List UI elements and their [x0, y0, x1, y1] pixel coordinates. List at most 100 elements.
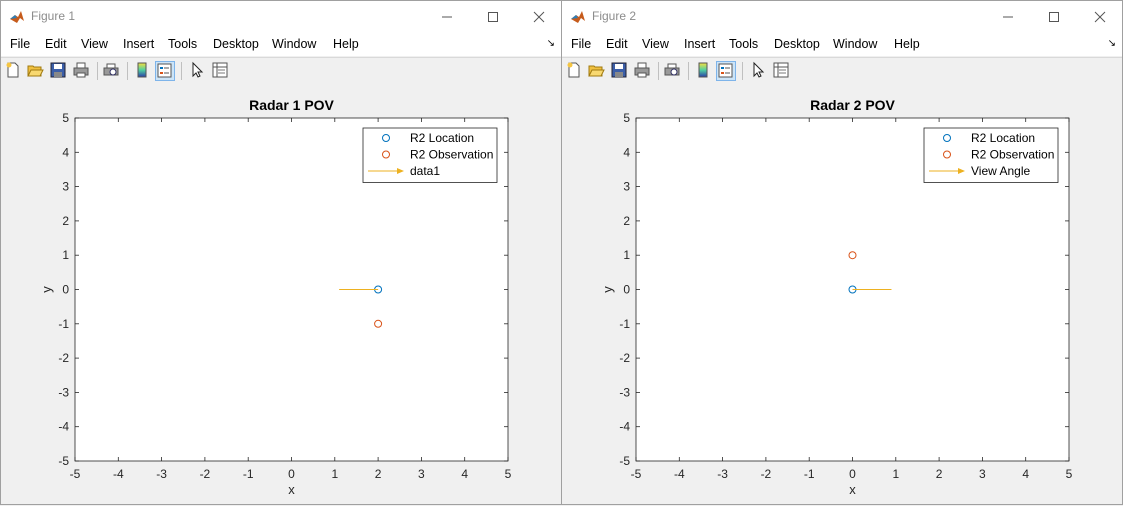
title-bar[interactable]: Figure 2: [562, 1, 1122, 32]
y-tick-label: 3: [62, 180, 69, 194]
title-bar[interactable]: Figure 1: [1, 1, 561, 32]
menu-window[interactable]: Window: [272, 37, 317, 51]
colorbar-button[interactable]: [133, 61, 153, 81]
figure-toolbar: [562, 57, 1122, 86]
matlab-logo-icon: [10, 11, 24, 23]
save-icon: [50, 62, 66, 78]
y-tick-label: -1: [619, 317, 630, 331]
open-file-icon: [588, 65, 605, 77]
figure-canvas: Radar 2 POV -5 -4 -3 -2 -1 0 1 2 3 4 5 -5 -4 -3 -2 -1 0 1 2…: [562, 85, 1122, 504]
print-preview-button[interactable]: [663, 61, 683, 81]
menu-help[interactable]: Help: [894, 37, 920, 51]
menu-insert[interactable]: Insert: [123, 37, 155, 51]
x-tick-label: -1: [804, 467, 815, 481]
print-icon: [634, 62, 650, 78]
menu-bar: File Edit View Insert Tools Desktop Wind…: [562, 32, 1122, 56]
print-button[interactable]: [633, 61, 653, 81]
new-figure-icon: [567, 62, 580, 78]
toolbar-separator: [97, 62, 98, 80]
print-icon: [73, 62, 89, 78]
dock-arrow-icon[interactable]: ↘: [546, 38, 555, 49]
y-axis-label: y: [39, 286, 54, 293]
x-tick-label: -5: [70, 467, 81, 481]
y-tick-label: 4: [623, 145, 630, 159]
x-axis-label: x: [288, 482, 295, 497]
y-tick-label: 5: [623, 111, 630, 125]
save-button[interactable]: [610, 61, 630, 81]
menu-edit[interactable]: Edit: [606, 37, 628, 51]
legend-marker-swatch: [382, 150, 390, 159]
legend-entry-label: R2 Observation: [410, 148, 493, 162]
legend-button[interactable]: [716, 61, 736, 81]
maximize-icon: [1049, 11, 1059, 22]
dock-arrow-icon[interactable]: ↘: [1107, 38, 1116, 49]
figure-canvas: Radar 1 POV -5 -4 -3 -2 -1 0 1 2 3 4 5 -5 -4 -3 -2 -1 0 1 2…: [1, 85, 561, 504]
minimize-button[interactable]: [985, 1, 1031, 32]
print-button[interactable]: [72, 61, 92, 81]
menu-insert[interactable]: Insert: [684, 37, 716, 51]
x-tick-label: 1: [331, 467, 338, 481]
menu-tools[interactable]: Tools: [729, 37, 759, 51]
chart-title: Radar 2 POV: [810, 97, 895, 113]
x-tick-label: 4: [1022, 467, 1029, 481]
legend-icon: [718, 63, 733, 78]
pointer-button[interactable]: [749, 61, 769, 81]
y-tick-label: -5: [58, 454, 69, 468]
x-tick-label: 5: [505, 467, 512, 481]
menu-edit[interactable]: Edit: [45, 37, 67, 51]
y-tick-label: 1: [62, 248, 69, 262]
legend-arrow-swatch: [397, 168, 404, 174]
print-preview-icon: [664, 63, 680, 76]
menu-file[interactable]: File: [571, 37, 592, 51]
print-preview-button[interactable]: [102, 61, 122, 81]
menu-tools[interactable]: Tools: [168, 37, 198, 51]
minimize-button[interactable]: [424, 1, 470, 32]
menu-window[interactable]: Window: [833, 37, 878, 51]
x-tick-label: -4: [674, 467, 685, 481]
x-tick-label: 3: [979, 467, 986, 481]
y-tick-label: -5: [619, 454, 630, 468]
y-axis-label: y: [600, 286, 615, 293]
minimize-icon: [442, 16, 452, 17]
menu-view[interactable]: View: [81, 37, 108, 51]
y-tick-label: -4: [619, 420, 630, 434]
property-inspector-button[interactable]: [211, 61, 231, 81]
x-tick-label: 1: [892, 467, 899, 481]
menu-view[interactable]: View: [642, 37, 669, 51]
save-button[interactable]: [49, 61, 69, 81]
matlab-logo-icon: [571, 11, 585, 23]
property-inspector-icon: [773, 62, 789, 78]
y-tick-label: 1: [623, 248, 630, 262]
menu-help[interactable]: Help: [333, 37, 359, 51]
open-file-button[interactable]: [26, 61, 46, 81]
close-button[interactable]: [516, 1, 562, 32]
legend-marker-swatch: [382, 134, 390, 142]
x-tick-label: -2: [761, 467, 772, 481]
pointer-button[interactable]: [188, 61, 208, 81]
open-file-button[interactable]: [587, 61, 607, 81]
menu-desktop[interactable]: Desktop: [774, 37, 820, 51]
menu-desktop[interactable]: Desktop: [213, 37, 259, 51]
axes-box: [74, 117, 509, 462]
y-tick-label: 0: [623, 283, 630, 297]
legend-entry-label: R2 Observation: [971, 148, 1054, 162]
legend-entry-label: data1: [410, 164, 440, 178]
x-tick-label: 2: [375, 467, 382, 481]
pointer-icon: [192, 61, 204, 78]
radar-2-plot: Radar 2 POV -5 -4 -3 -2 -1 0 1 2 3 4 5 -5 -4 -3 -2 -1 0 1 2…: [600, 97, 1073, 497]
x-tick-label: 0: [288, 467, 295, 481]
property-inspector-button[interactable]: [772, 61, 792, 81]
window-title: Figure 2: [592, 9, 637, 23]
axes-box: [635, 117, 1070, 462]
legend-box: [923, 127, 1059, 183]
maximize-button[interactable]: [1031, 1, 1077, 32]
new-figure-button[interactable]: [4, 61, 24, 81]
legend-button[interactable]: [155, 61, 175, 81]
colorbar-button[interactable]: [694, 61, 714, 81]
legend-box: [362, 127, 498, 183]
maximize-button[interactable]: [470, 1, 516, 32]
close-button[interactable]: [1077, 1, 1123, 32]
y-tick-label: -2: [58, 351, 69, 365]
menu-file[interactable]: File: [10, 37, 31, 51]
new-figure-button[interactable]: [565, 61, 585, 81]
